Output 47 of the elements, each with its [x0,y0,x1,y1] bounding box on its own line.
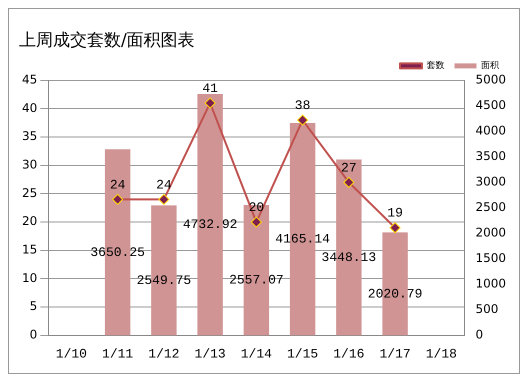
y2-tick-label: 2500 [475,200,506,214]
y2-tick-label: 500 [475,302,498,316]
y-tick-label: 40 [22,100,38,115]
legend-label: 套数 [426,60,444,72]
x-tick-label: 1/16 [333,346,364,362]
data-label: 24 [156,177,172,192]
data-label: 19 [387,206,403,221]
y-tick-label: 35 [22,129,38,144]
chart-title: 上周成交套数/面积图表 [19,30,195,51]
x-tick-label: 1/12 [148,346,180,362]
x-tick-label: 1/18 [426,346,457,362]
data-label: 24 [110,177,126,192]
data-label: 2557.07 [229,272,284,288]
y2-tick-label: 3000 [475,174,506,189]
data-label: 4732.92 [182,217,238,232]
data-label: 2020.79 [368,286,422,302]
x-tick-label: 1/11 [102,346,134,362]
y-tick-label: 20 [22,214,38,228]
x-tick-label: 1/15 [287,346,318,362]
x-tick-label: 1/17 [379,346,411,362]
y2-tick-label: 0 [475,328,484,342]
y2-tick-label: 4500 [475,98,506,112]
data-label: 41 [202,81,218,96]
data-label: 20 [248,200,264,216]
data-label: 3448.13 [322,250,376,265]
y-tick-label: 10 [22,270,38,285]
data-label: 4165.14 [275,232,330,247]
y-tick-label: 15 [22,242,38,257]
y-tick-label: 30 [22,158,38,172]
data-label: 38 [294,98,310,114]
y2-tick-label: 2000 [475,226,506,240]
y2-tick-label: 4000 [475,124,506,138]
x-tick-label: 1/10 [56,346,87,362]
x-tick-label: 1/14 [240,346,272,362]
x-tick-label: 1/13 [194,346,226,362]
y-tick-label: 45 [22,72,38,87]
y-tick-label: 25 [22,186,38,200]
y-tick-label: 5 [30,299,38,314]
legend-label: 面积 [481,61,499,72]
y2-tick-label: 1500 [475,251,506,266]
y2-tick-label: 3500 [475,149,506,164]
data-label: 3650.25 [90,244,145,260]
data-label: 2549.75 [136,272,192,288]
y2-tick-label: 5000 [475,72,506,87]
y-tick-label: 0 [30,328,38,342]
data-label: 27 [341,160,357,176]
y2-tick-label: 1000 [475,276,506,291]
